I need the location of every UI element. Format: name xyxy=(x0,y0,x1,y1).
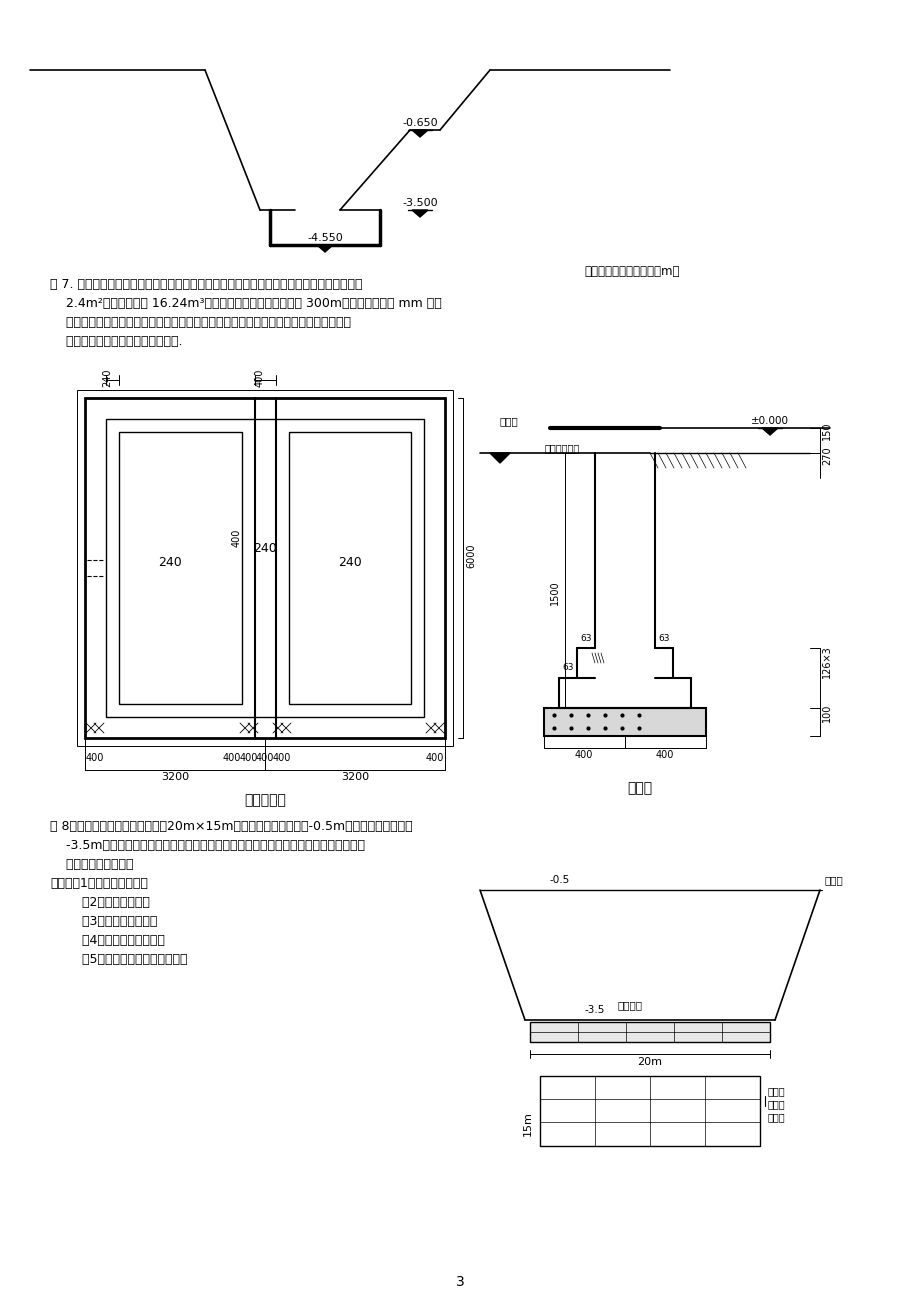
Bar xyxy=(77,391,452,746)
Text: 63: 63 xyxy=(562,663,573,672)
Text: 室外设计标高: 室外设计标高 xyxy=(544,443,580,453)
Text: 剖面图: 剖面图 xyxy=(627,781,652,796)
Bar xyxy=(543,708,705,736)
Text: （4）计算总挖土体积。: （4）计算总挖土体积。 xyxy=(50,934,165,947)
Text: -3.500: -3.500 xyxy=(402,198,437,208)
Text: 2.4m²，砖基础体积 16.24m³。人工装土翻斗车运土，运距 300m。图中尺寸均以 mm 计。: 2.4m²，砖基础体积 16.24m³。人工装土翻斗车运土，运距 300m。图中… xyxy=(50,297,441,310)
Text: 400: 400 xyxy=(273,753,291,763)
Text: 例 7. 某建筑物基础的平面图、剖面图如图所示。已知室外设计地坪以下各工程量：垫层体积: 例 7. 某建筑物基础的平面图、剖面图如图所示。已知室外设计地坪以下各工程量：垫… xyxy=(50,279,362,292)
Text: ±0.000: ±0.000 xyxy=(750,417,789,426)
Polygon shape xyxy=(761,428,777,435)
Text: 240: 240 xyxy=(338,556,361,569)
Bar xyxy=(289,432,411,704)
Text: 400: 400 xyxy=(255,368,265,387)
Text: 6000: 6000 xyxy=(466,543,475,568)
Text: 20m: 20m xyxy=(637,1057,662,1068)
Text: -0.5: -0.5 xyxy=(550,875,570,885)
Polygon shape xyxy=(490,453,509,464)
Text: 要求：（1）确定放坡系数。: 要求：（1）确定放坡系数。 xyxy=(50,878,148,891)
Text: 126×3: 126×3 xyxy=(821,646,831,678)
Bar xyxy=(539,1075,759,1146)
Text: 400: 400 xyxy=(425,753,444,763)
Text: 基础平面图: 基础平面图 xyxy=(244,793,286,807)
Polygon shape xyxy=(412,210,427,217)
Text: 例 8、某工程设计采用伐板基础（20m×15m）室外设计地坪标高为-0.5m，伐板基础底标高为: 例 8、某工程设计采用伐板基础（20m×15m）室外设计地坪标高为-0.5m，伐… xyxy=(50,820,413,833)
Text: 15m: 15m xyxy=(522,1111,532,1135)
Text: （3）确定挖土深度。: （3）确定挖土深度。 xyxy=(50,915,157,928)
Text: 400: 400 xyxy=(222,753,241,763)
Text: -3.5: -3.5 xyxy=(584,1005,605,1016)
Text: 3: 3 xyxy=(455,1275,464,1289)
Text: 满堂基础示意图（单位：m）: 满堂基础示意图（单位：m） xyxy=(584,266,679,279)
Text: 反铲挖: 反铲挖 xyxy=(767,1086,785,1096)
Text: 挖边退: 挖边退 xyxy=(767,1112,785,1122)
Text: 400: 400 xyxy=(232,529,242,547)
Text: 240: 240 xyxy=(158,556,182,569)
Text: 270: 270 xyxy=(821,447,831,465)
Polygon shape xyxy=(317,245,333,253)
Text: 3200: 3200 xyxy=(341,772,369,783)
Text: 100: 100 xyxy=(821,703,831,723)
Text: 3200: 3200 xyxy=(161,772,189,783)
Text: 400: 400 xyxy=(574,750,593,760)
Text: 63: 63 xyxy=(657,634,669,643)
Text: -4.550: -4.550 xyxy=(307,233,343,243)
Text: 侧施工，边挖边退。: 侧施工，边挖边退。 xyxy=(50,858,133,871)
Text: -3.5m，根据地质勘测报告，确定该土质为普通土。施工时，采用反铲挖掘机挖土，一: -3.5m，根据地质勘测报告，确定该土质为普通土。施工时，采用反铲挖掘机挖土，一 xyxy=(50,838,365,852)
Text: 掘机边: 掘机边 xyxy=(767,1099,785,1109)
Text: 防潮层: 防潮层 xyxy=(499,417,518,426)
Text: 400: 400 xyxy=(240,753,258,763)
Text: 1500: 1500 xyxy=(550,579,560,604)
Text: 二类土。试求该建筑物平整场地、挖土方、回填土、房心回填土、余土运输工程量（不: 二类土。试求该建筑物平整场地、挖土方、回填土、房心回填土、余土运输工程量（不 xyxy=(50,316,351,329)
Text: -0.650: -0.650 xyxy=(402,118,437,128)
Bar xyxy=(119,432,242,704)
Text: （2）确定工作面。: （2）确定工作面。 xyxy=(50,896,150,909)
Text: 240: 240 xyxy=(102,368,112,387)
Text: 400: 400 xyxy=(655,750,674,760)
Text: 挖掘机: 挖掘机 xyxy=(824,875,843,885)
Polygon shape xyxy=(412,130,427,137)
Text: 筏板基础: 筏板基础 xyxy=(617,1000,641,1010)
Text: 240: 240 xyxy=(253,542,277,555)
Text: 400: 400 xyxy=(85,753,104,763)
Bar xyxy=(106,419,424,717)
Bar xyxy=(529,1022,769,1042)
Text: 400: 400 xyxy=(255,753,274,763)
Text: 考虑挖填土方的运输），清单计价.: 考虑挖填土方的运输），清单计价. xyxy=(50,335,182,348)
Text: 63: 63 xyxy=(580,634,591,643)
Text: （5）计算该工程挖土直接费。: （5）计算该工程挖土直接费。 xyxy=(50,953,187,966)
Bar xyxy=(85,398,445,738)
Text: 150: 150 xyxy=(821,422,831,440)
